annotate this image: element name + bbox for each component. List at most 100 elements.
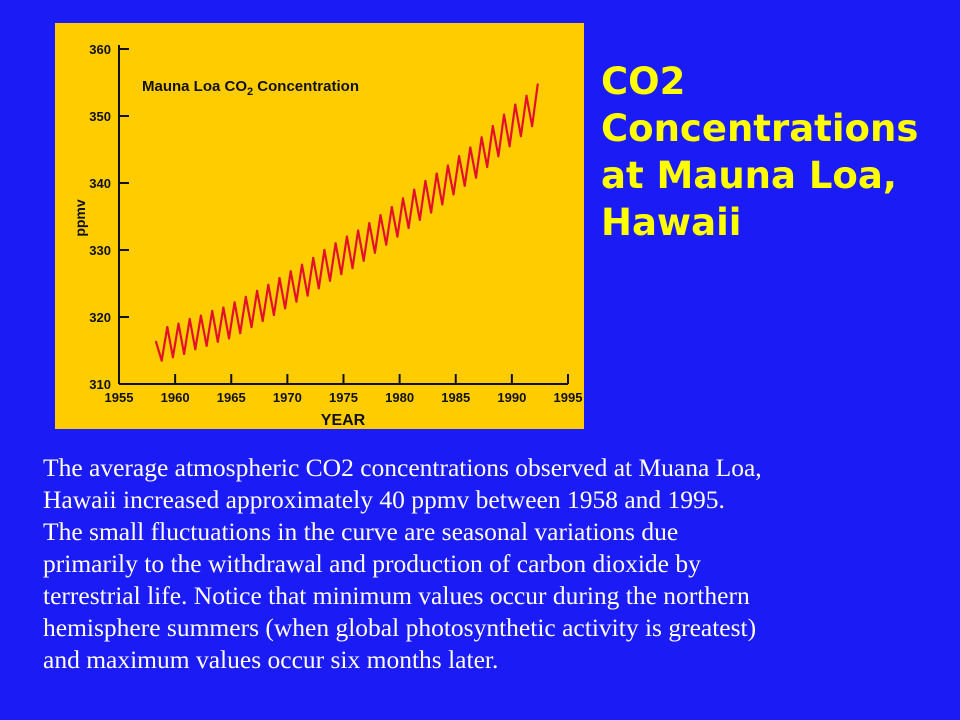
data-point: [199, 314, 202, 317]
data-point: [368, 222, 371, 225]
data-point: [183, 352, 186, 355]
data-point: [261, 319, 264, 323]
y-tick-label-330: 330: [89, 243, 111, 258]
slide-title-line-3: at Mauna Loa,: [601, 154, 897, 197]
caption-line-4: primarily to the withdrawal and producti…: [43, 549, 701, 578]
data-point: [469, 146, 472, 149]
y-tick-label-320: 320: [89, 310, 111, 325]
data-point: [486, 165, 489, 168]
series-line-1: [154, 84, 539, 362]
data-point: [160, 359, 163, 362]
data-point: [385, 243, 388, 246]
data-point: [480, 136, 483, 139]
x-tick-label-1960: 1960: [161, 390, 190, 405]
data-point: [166, 326, 169, 329]
data-point: [463, 184, 466, 187]
data-point: [452, 193, 455, 196]
x-tick-label-1965: 1965: [217, 390, 246, 405]
data-point: [508, 145, 511, 148]
data-point: [502, 113, 506, 116]
data-point: [531, 125, 534, 128]
data-point: [424, 179, 427, 183]
data-point: [441, 203, 444, 206]
data-point: [446, 164, 449, 167]
data-point: [357, 229, 360, 232]
series-layer: [154, 83, 539, 362]
data-point: [250, 326, 253, 329]
chart-title-subscript: 2: [247, 86, 253, 98]
data-point: [194, 348, 197, 351]
data-point: [345, 235, 348, 238]
data-point: [278, 277, 281, 280]
x-tick-label-1990: 1990: [497, 390, 526, 405]
x-axis-label: YEAR: [321, 412, 366, 429]
caption-line-3: The small fluctuations in the curve are …: [43, 517, 679, 546]
data-point: [295, 300, 298, 303]
data-point: [323, 248, 326, 252]
data-point: [306, 294, 309, 297]
data-point: [373, 251, 376, 254]
data-point: [222, 306, 225, 309]
data-point: [284, 307, 287, 310]
data-point: [239, 332, 242, 335]
slide-title-line-2: Concentrations: [601, 107, 919, 150]
data-point: [396, 235, 399, 238]
data-point: [244, 295, 247, 298]
caption-text: The average atmospheric CO2 concentratio…: [43, 452, 948, 676]
data-point: [413, 188, 416, 191]
data-point: [227, 337, 231, 340]
x-axis-ticks: 1955 1960 1965 1970 1975 1980 1985 1990 1995: [105, 374, 582, 405]
y-tick-label-350: 350: [89, 109, 111, 124]
chart-title-main: Mauna Loa CO: [142, 78, 247, 95]
data-point: [379, 214, 382, 217]
data-point: [519, 135, 522, 138]
data-point: [211, 309, 214, 313]
data-point: [334, 242, 337, 245]
data-point: [497, 155, 500, 158]
chart-title-tail: Concentration: [253, 78, 359, 95]
data-point: [474, 176, 478, 179]
data-point: [340, 273, 343, 276]
data-point: [418, 218, 421, 221]
data-point: [491, 125, 494, 128]
data-point: [430, 211, 433, 214]
data-point: [300, 263, 304, 266]
data-point: [188, 317, 191, 321]
data-point: [272, 313, 275, 317]
data-point: [351, 267, 354, 270]
y-axis-label: ppmv: [72, 199, 88, 237]
y-axis-ticks: 310 320 330 340 350 360: [89, 42, 129, 392]
data-point: [514, 103, 517, 106]
data-point: [328, 279, 332, 282]
x-tick-label-1980: 1980: [385, 390, 414, 405]
caption-line-5: terrestrial life. Notice that minimum va…: [43, 581, 750, 610]
data-point: [177, 322, 180, 325]
caption-line-2: Hawaii increased approximately 40 ppmv b…: [43, 485, 725, 514]
data-point: [289, 270, 292, 273]
x-tick-label-1970: 1970: [273, 390, 302, 405]
caption-line-6: hemisphere summers (when global photosyn…: [43, 613, 757, 642]
data-point: [317, 287, 320, 290]
data-point: [256, 289, 259, 292]
caption-line-1: The average atmospheric CO2 concentratio…: [43, 453, 762, 482]
data-point: [525, 94, 528, 97]
data-point: [154, 340, 158, 343]
y-tick-label-310: 310: [89, 377, 111, 392]
x-tick-label-1975: 1975: [329, 390, 358, 405]
x-tick-label-1955: 1955: [105, 390, 134, 405]
slide-title: CO2 Concentrations at Mauna Loa, Hawaii: [601, 58, 951, 246]
caption-line-7: and maximum values occur six months late…: [43, 645, 499, 674]
slide-title-line-1: CO2: [601, 60, 686, 103]
y-tick-label-360: 360: [89, 42, 111, 57]
slide-title-line-4: Hawaii: [601, 201, 742, 244]
data-point: [216, 340, 219, 343]
data-point: [205, 344, 208, 347]
x-tick-label-1985: 1985: [441, 390, 470, 405]
data-point: [536, 83, 539, 86]
data-point: [458, 155, 461, 158]
data-point: [362, 259, 365, 262]
data-point: [312, 256, 315, 260]
data-point: [401, 197, 405, 200]
data-point: [267, 283, 270, 286]
